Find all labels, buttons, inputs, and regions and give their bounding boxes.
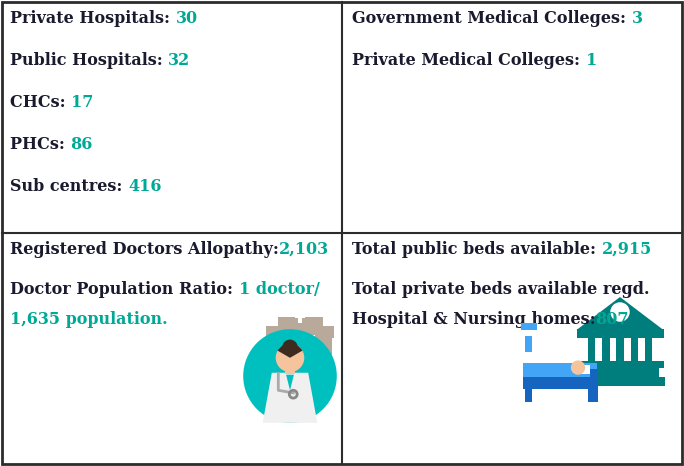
- Bar: [588, 389, 595, 403]
- Text: 32: 32: [168, 52, 191, 69]
- Polygon shape: [577, 297, 663, 330]
- Bar: [631, 336, 638, 368]
- Bar: [521, 323, 537, 330]
- Bar: [575, 377, 665, 385]
- Text: Total public beds available:: Total public beds available:: [352, 241, 602, 258]
- Bar: [271, 335, 281, 343]
- Bar: [590, 369, 598, 403]
- Bar: [616, 336, 624, 368]
- Bar: [525, 336, 532, 352]
- Text: 86: 86: [70, 136, 93, 153]
- Bar: [525, 389, 532, 403]
- Bar: [306, 335, 315, 343]
- Polygon shape: [263, 373, 317, 423]
- Polygon shape: [286, 375, 294, 391]
- Wedge shape: [278, 343, 302, 358]
- Bar: [289, 351, 298, 360]
- Text: 807: 807: [596, 311, 629, 328]
- Circle shape: [244, 329, 337, 423]
- Bar: [295, 314, 305, 318]
- Ellipse shape: [531, 364, 579, 375]
- Text: 416: 416: [128, 178, 161, 195]
- Bar: [289, 335, 298, 343]
- Text: CHCs:: CHCs:: [10, 94, 71, 111]
- Text: 2,103: 2,103: [279, 241, 329, 258]
- Bar: [577, 329, 663, 337]
- Bar: [306, 351, 315, 360]
- Bar: [588, 336, 595, 368]
- Text: Private Hospitals:: Private Hospitals:: [10, 10, 176, 27]
- Bar: [523, 363, 597, 377]
- Text: 1,635 population.: 1,635 population.: [10, 311, 168, 328]
- Bar: [581, 367, 659, 378]
- Text: 1: 1: [586, 52, 597, 69]
- Bar: [278, 317, 322, 326]
- Text: Public Hospitals:: Public Hospitals:: [10, 52, 168, 69]
- Bar: [645, 336, 653, 368]
- Bar: [298, 306, 302, 322]
- Circle shape: [282, 340, 298, 355]
- Text: Private Medical Colleges:: Private Medical Colleges:: [352, 52, 586, 69]
- Text: 1 doctor/: 1 doctor/: [239, 281, 319, 298]
- Text: Hospital & Nursing homes:: Hospital & Nursing homes:: [352, 311, 596, 328]
- Bar: [266, 326, 334, 337]
- Text: Government Medical Colleges:: Government Medical Colleges:: [352, 10, 631, 27]
- Bar: [293, 366, 308, 385]
- Text: 30: 30: [176, 10, 198, 27]
- Bar: [577, 365, 590, 374]
- Bar: [602, 336, 609, 368]
- Bar: [577, 361, 663, 368]
- Bar: [285, 366, 295, 374]
- Text: PHCs:: PHCs:: [10, 136, 70, 153]
- Circle shape: [276, 343, 304, 372]
- Bar: [269, 331, 332, 385]
- Text: Total private beds available regd.: Total private beds available regd.: [352, 281, 650, 298]
- Text: 2,915: 2,915: [602, 241, 652, 258]
- Text: Registered Doctors Allopathy:: Registered Doctors Allopathy:: [10, 241, 279, 258]
- Text: 17: 17: [71, 94, 94, 111]
- Circle shape: [571, 360, 586, 375]
- Text: Doctor Population Ratio:: Doctor Population Ratio:: [10, 281, 239, 298]
- Bar: [271, 351, 281, 360]
- Bar: [523, 376, 597, 389]
- Text: Sub centres:: Sub centres:: [10, 178, 128, 195]
- Circle shape: [610, 302, 630, 322]
- Text: 3: 3: [631, 10, 643, 27]
